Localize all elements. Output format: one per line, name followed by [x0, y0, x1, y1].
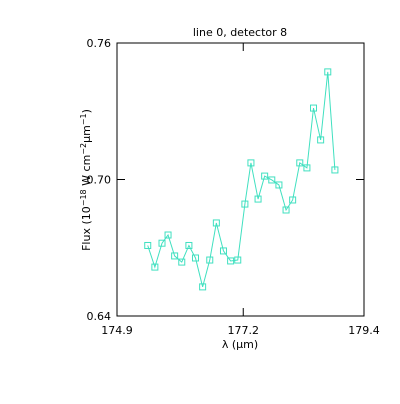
data-line	[147, 71, 336, 288]
y-axis-label-part: −2	[79, 143, 88, 155]
data-point	[227, 257, 235, 265]
y-axis-label-part: W cm	[80, 155, 93, 190]
x-tick-label: 179.4	[348, 324, 380, 337]
data-point	[310, 104, 318, 112]
data-point	[282, 206, 290, 214]
data-point	[171, 252, 179, 260]
data-point	[317, 136, 325, 144]
data-point	[219, 247, 227, 255]
data-point	[331, 166, 339, 174]
x-axis-label: λ (μm)	[222, 338, 258, 351]
data-point	[247, 159, 255, 167]
y-axis-label-part: −18	[79, 189, 88, 206]
data-point	[324, 68, 332, 76]
y-axis-label-part: Flux (10	[80, 206, 93, 251]
data-point	[144, 241, 152, 249]
data-point	[212, 219, 220, 227]
data-point	[296, 159, 304, 167]
data-point	[151, 263, 159, 271]
y-axis-label-part: −1	[79, 113, 88, 125]
y-tick-label: 0.64	[87, 310, 112, 323]
data-point	[303, 164, 311, 172]
chart-title: line 0, detector 8	[193, 26, 287, 39]
data-point	[261, 172, 269, 180]
data-point	[268, 176, 276, 184]
y-axis-label-part: )	[80, 109, 93, 113]
data-point	[185, 241, 193, 249]
y-tick-label: 0.70	[87, 174, 112, 187]
data-point	[158, 239, 166, 247]
data-point	[289, 196, 297, 204]
data-point	[199, 283, 207, 291]
data-point	[275, 181, 283, 189]
data-point	[206, 256, 214, 264]
x-tick-label: 174.9	[101, 324, 133, 337]
y-tick-label: 0.76	[87, 37, 112, 50]
data-point	[191, 254, 199, 262]
x-tick-label: 177.2	[227, 324, 259, 337]
data-point	[234, 256, 242, 264]
data-point	[254, 195, 262, 203]
y-axis-label-part: μm	[80, 125, 93, 143]
data-point	[241, 200, 249, 208]
y-axis-label: Flux (10−18 W cm−2μm−1)	[79, 109, 94, 251]
data-point	[178, 258, 186, 266]
data-point	[164, 231, 172, 239]
